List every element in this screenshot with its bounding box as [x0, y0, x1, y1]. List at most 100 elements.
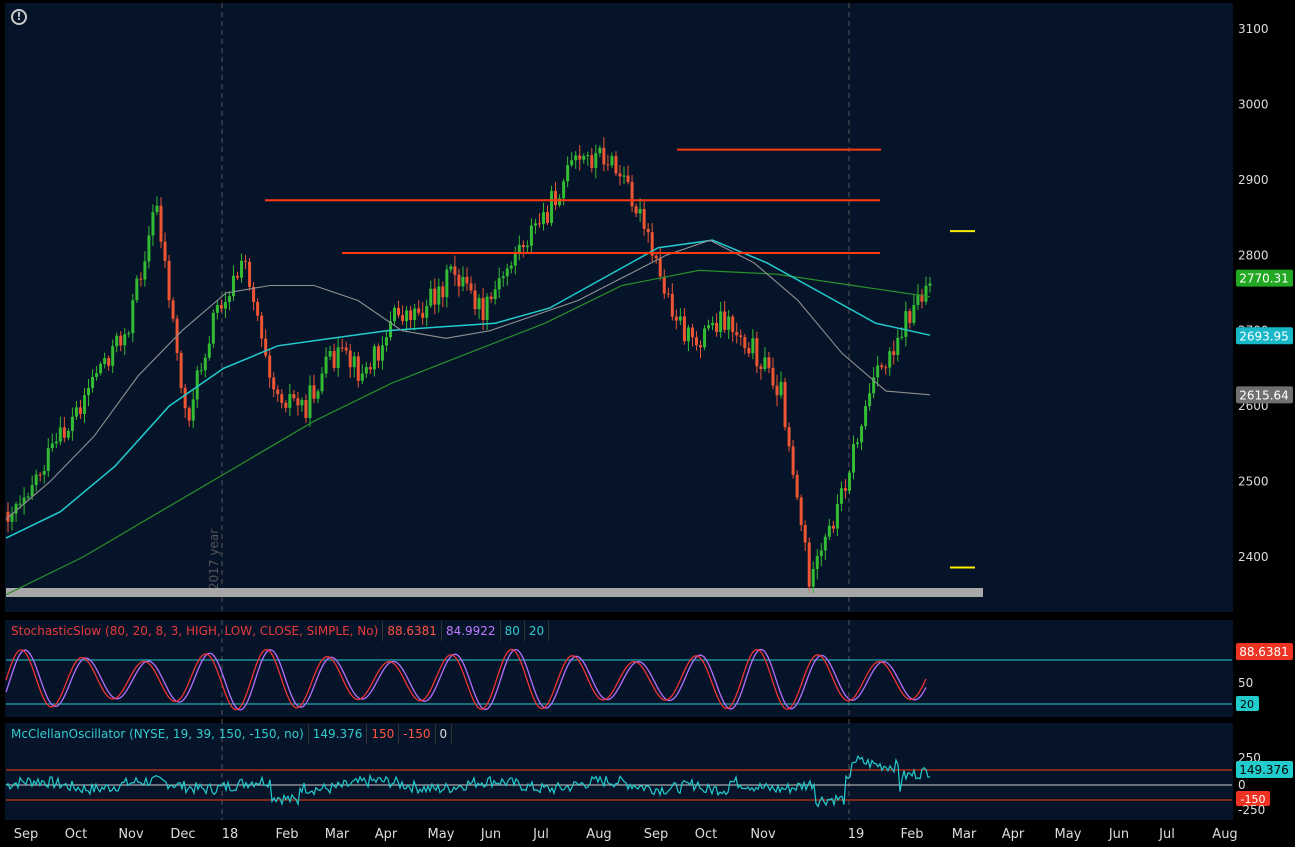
candle-body: [62, 427, 66, 438]
x-tick-label: Jun: [1108, 827, 1129, 842]
candle-body: [759, 366, 763, 370]
x-tick-label: May: [428, 827, 455, 842]
candle-body: [425, 305, 429, 318]
candle-body: [74, 407, 78, 417]
candle-body: [82, 395, 86, 414]
candle-body: [618, 173, 622, 177]
candle-body: [872, 377, 876, 394]
candle-body: [413, 308, 417, 320]
candle-body: [755, 338, 759, 367]
sma-slow-line: [5, 269, 931, 596]
candle-body: [670, 293, 674, 317]
stoch-legend[interactable]: StochasticSlow (80, 20, 8, 3, HIGH, LOW,…: [7, 621, 550, 641]
x-tick-label: Mar: [325, 827, 350, 842]
stoch-k-line: [5, 648, 927, 711]
y-tick-label: 2800: [1238, 248, 1269, 262]
x-tick-label: Jul: [532, 827, 549, 842]
x-tick-label: Apr: [1002, 827, 1025, 842]
candle-body: [103, 358, 107, 364]
y-tick-label: 3100: [1238, 22, 1269, 36]
candle-body: [328, 351, 332, 357]
x-tick-label: Oct: [695, 827, 717, 842]
mcclellan-legend[interactable]: McClellanOscillator (NYSE, 19, 39, 150, …: [7, 724, 453, 744]
candle-body: [477, 297, 481, 310]
candle-body: [312, 385, 316, 399]
candle-body: [811, 568, 815, 587]
candle-body: [465, 276, 469, 284]
candle-body: [393, 307, 397, 322]
candle-body: [888, 351, 892, 368]
stoch-axis-label: 50: [1238, 676, 1253, 690]
candle-body: [654, 255, 658, 259]
period-label: 2017 year: [207, 529, 221, 590]
candle-body: [694, 337, 698, 346]
candle-body: [775, 385, 779, 396]
candle-body: [264, 338, 268, 356]
candle-body: [6, 511, 10, 522]
candle-body: [70, 416, 74, 431]
candle-body: [155, 205, 159, 213]
candle-body: [570, 160, 574, 166]
candle-body: [316, 391, 320, 399]
stoch-d-value: 84.9922: [442, 621, 501, 641]
candle-body: [332, 351, 336, 368]
alert-icon[interactable]: !: [11, 9, 27, 25]
candle-body: [388, 321, 392, 338]
candle-body: [783, 381, 787, 428]
candle-body: [324, 356, 328, 374]
stoch-k-value: 88.6381: [383, 621, 442, 641]
candle-body: [151, 212, 155, 236]
candle-body: [892, 351, 896, 355]
candle-body: [38, 474, 42, 476]
candle-body: [658, 258, 662, 277]
x-tick-label: Oct: [65, 827, 87, 842]
candle-body: [58, 427, 62, 442]
candle-body: [719, 311, 723, 332]
candle-body: [795, 474, 799, 498]
mcclellan-title: McClellanOscillator (NYSE, 19, 39, 150, …: [7, 724, 309, 744]
candle-body: [884, 367, 888, 369]
candle-body: [364, 367, 368, 374]
candle-body: [586, 155, 590, 157]
candle-body: [99, 363, 103, 374]
candle-body: [638, 208, 642, 214]
stoch-badge: [1236, 643, 1293, 660]
candle-body: [525, 245, 529, 248]
mcclellan-upper: 150: [367, 724, 400, 744]
candle-body: [409, 310, 413, 320]
support-band: [6, 588, 983, 597]
candle-body: [610, 156, 614, 166]
candle-body: [66, 430, 70, 438]
candle-body: [799, 497, 803, 526]
candle-body: [461, 276, 465, 287]
x-tick-label: Feb: [900, 827, 923, 842]
price-badge-label: 2615.64: [1239, 388, 1289, 402]
candle-body: [87, 387, 91, 396]
candle-body: [847, 472, 851, 491]
candle-body: [235, 275, 239, 278]
x-tick-label: Aug: [586, 827, 611, 842]
y-tick-label: 2900: [1238, 173, 1269, 187]
candle-body: [731, 316, 735, 333]
candle-body: [433, 288, 437, 305]
candle-body: [642, 208, 646, 229]
candle-body: [231, 275, 235, 297]
candle-body: [195, 370, 199, 400]
price-panel: [5, 3, 1233, 612]
candle-body: [26, 496, 30, 498]
candle-body: [707, 325, 711, 329]
candle-body: [360, 373, 364, 381]
candle-body: [159, 205, 163, 242]
y-tick-label: 2500: [1238, 475, 1269, 489]
candle-body: [501, 276, 505, 279]
candle-body: [211, 312, 215, 344]
candle-body: [787, 427, 791, 447]
candle-body: [513, 254, 517, 266]
candle-body: [537, 223, 541, 225]
candle-body: [839, 488, 843, 504]
candle-body: [380, 345, 384, 361]
candle-body: [860, 426, 864, 443]
candle-body: [441, 286, 445, 298]
candle-body: [260, 315, 264, 339]
